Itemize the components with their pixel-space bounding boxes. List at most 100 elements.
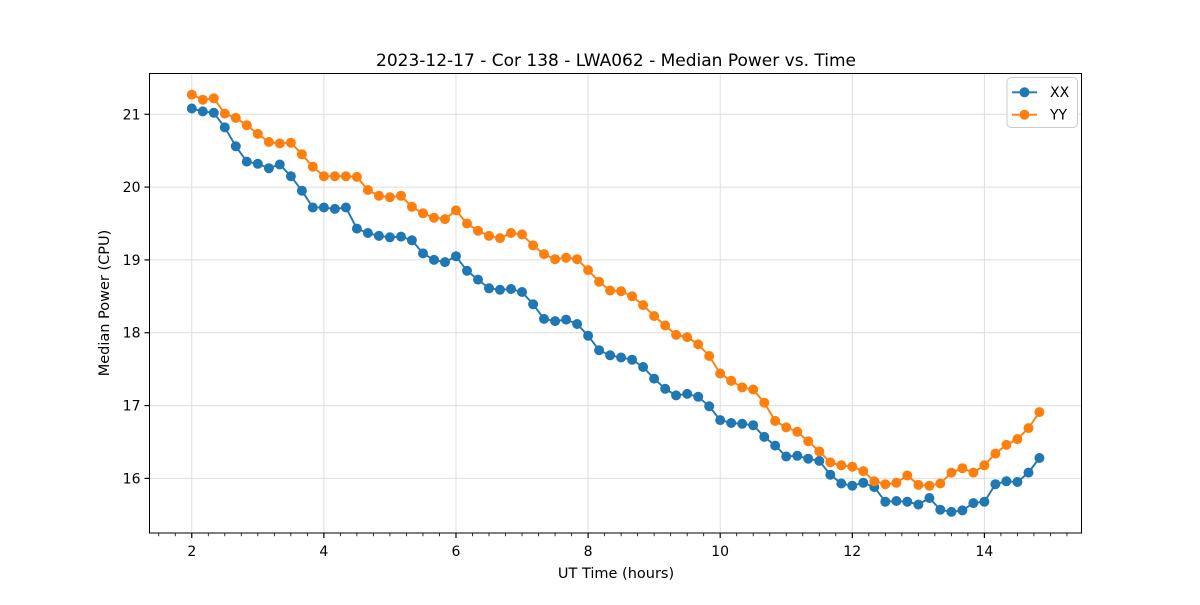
data-point-xx <box>429 254 439 265</box>
data-point-yy <box>825 457 836 468</box>
data-point-yy <box>836 460 847 471</box>
data-point-yy <box>1023 423 1034 434</box>
data-point-xx <box>957 505 968 516</box>
data-point-xx <box>1034 453 1045 463</box>
data-point-xx <box>638 362 649 372</box>
data-point-xx <box>924 493 935 503</box>
data-point-yy <box>351 171 362 182</box>
y-tick-label: 20 <box>123 180 141 196</box>
y-tick-label: 16 <box>123 471 141 487</box>
data-point-yy <box>803 436 814 447</box>
data-point-yy <box>748 384 759 395</box>
data-point-xx <box>605 350 616 361</box>
data-point-xx <box>241 156 252 167</box>
data-point-yy <box>605 285 616 296</box>
data-point-xx <box>737 418 748 429</box>
y-axis-label: Median Power (CPU) <box>97 230 113 377</box>
data-point-xx <box>285 171 296 182</box>
data-point-xx <box>307 202 318 213</box>
data-point-yy <box>913 479 924 490</box>
data-point-yy <box>759 397 770 408</box>
data-point-yy <box>792 426 803 437</box>
data-point-xx <box>693 391 704 402</box>
y-tick-label: 18 <box>123 326 141 342</box>
data-point-xx <box>186 103 197 114</box>
data-point-yy <box>186 89 197 100</box>
data-point-yy <box>682 332 693 343</box>
axis-ticks <box>144 113 1068 538</box>
data-point-yy <box>241 120 252 131</box>
data-point-xx <box>847 480 858 491</box>
data-point-xx <box>748 420 759 431</box>
data-point-yy <box>858 466 869 477</box>
y-tick-label: 17 <box>123 399 141 415</box>
data-point-yy <box>1034 407 1045 418</box>
data-point-xx <box>682 388 693 399</box>
data-point-xx <box>627 354 638 365</box>
data-point-yy <box>902 470 913 481</box>
data-point-yy <box>781 422 792 433</box>
data-point-xx <box>671 390 682 401</box>
data-point-yy <box>715 368 726 379</box>
data-point-xx <box>1023 467 1034 478</box>
data-point-xx <box>340 202 351 213</box>
data-point-xx <box>362 228 373 238</box>
data-point-yy <box>329 171 340 182</box>
data-point-xx <box>649 373 660 384</box>
data-point-xx <box>451 251 461 262</box>
data-point-yy <box>396 190 406 201</box>
data-point-xx <box>858 477 869 488</box>
data-point-xx <box>572 319 583 329</box>
plot-area <box>149 73 1082 533</box>
data-point-xx <box>197 106 208 117</box>
x-tick-label: 8 <box>584 544 593 560</box>
data-series <box>186 89 1045 517</box>
data-point-xx <box>704 401 715 412</box>
data-point-yy <box>770 415 781 426</box>
data-point-xx <box>296 185 307 196</box>
data-point-yy <box>583 265 594 276</box>
x-tick-label: 12 <box>843 544 861 560</box>
data-point-yy <box>957 463 968 474</box>
data-point-yy <box>704 351 715 361</box>
data-point-yy <box>528 240 539 251</box>
data-point-xx <box>902 496 913 507</box>
data-point-xx <box>473 274 483 285</box>
data-point-yy <box>616 286 627 297</box>
data-point-xx <box>583 330 594 341</box>
data-point-xx <box>495 284 505 295</box>
data-point-yy <box>451 205 461 216</box>
x-tick-label: 4 <box>319 544 328 560</box>
data-point-xx <box>219 122 230 133</box>
legend-marker-yy <box>1019 109 1030 120</box>
data-point-yy <box>660 320 671 331</box>
y-tick-label: 21 <box>123 107 141 123</box>
data-point-xx <box>660 383 671 394</box>
legend-label-xx: XX <box>1050 85 1070 101</box>
data-point-yy <box>869 476 880 487</box>
data-point-yy <box>990 448 1001 459</box>
data-point-yy <box>285 137 296 148</box>
data-point-xx <box>462 265 472 276</box>
legend: XX YY <box>1006 77 1078 128</box>
data-point-yy <box>384 192 395 203</box>
data-point-yy <box>1012 434 1023 445</box>
data-point-xx <box>1012 477 1023 487</box>
data-point-yy <box>638 300 649 311</box>
data-point-xx <box>616 352 627 363</box>
data-point-xx <box>979 496 990 507</box>
data-point-yy <box>671 329 682 340</box>
data-point-xx <box>252 158 263 169</box>
x-tick-label: 2 <box>187 544 196 560</box>
data-point-yy <box>406 201 417 212</box>
data-point-xx <box>825 469 836 480</box>
data-point-yy <box>230 112 241 123</box>
data-point-yy <box>197 94 208 105</box>
data-point-xx <box>1001 476 1012 487</box>
data-point-xx <box>770 440 781 451</box>
data-point-xx <box>528 299 539 310</box>
data-point-yy <box>296 149 307 160</box>
data-point-xx <box>539 313 549 324</box>
data-point-yy <box>924 480 935 491</box>
data-point-xx <box>803 453 814 464</box>
